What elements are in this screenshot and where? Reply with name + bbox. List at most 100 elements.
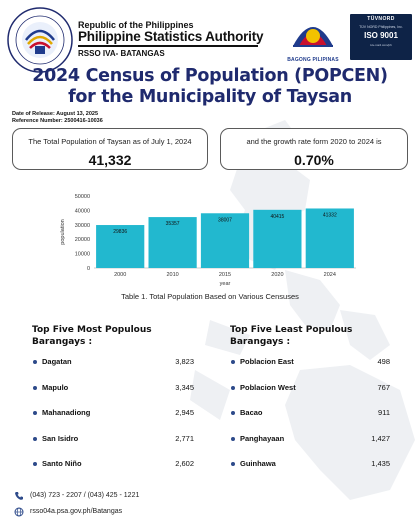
globe-icon	[14, 507, 24, 517]
agency-name: Philippine Statistics Authority	[78, 29, 264, 44]
chart-caption: Table 1. Total Population Based on Vario…	[121, 292, 299, 301]
bagong-pilipinas-label: BAGONG PILIPINAS	[287, 57, 339, 63]
agency-divider	[78, 45, 258, 47]
least-populous-row: Guinhawa 1,435	[230, 453, 390, 479]
most-populous-row: Dagatan 3,823	[32, 351, 194, 377]
population-bar-chart: 0 10000 20000 30000 40000 50000 population 2983…	[60, 194, 356, 287]
data-label: 40415	[270, 214, 284, 220]
office-label: RSSO IVA- BATANGAS	[78, 49, 165, 58]
least-populous-heading: Top Five Least Populous Barangays :	[230, 325, 353, 347]
total-population-label: The Total Population of Taysan as of Jul…	[28, 137, 192, 146]
barangay-population: 498	[377, 357, 390, 366]
barangay-population: 2,602	[175, 459, 194, 468]
bullet-icon	[33, 385, 37, 390]
x-tick-label: 2010	[166, 272, 178, 278]
release-info: Date of Release: August 13, 2025 Referen…	[12, 111, 103, 125]
barangay-name: Poblacion West	[240, 382, 296, 392]
header: Republic of the Philippines Philippine S…	[0, 0, 420, 73]
barangay-population: 2,771	[175, 433, 194, 443]
most-populous-row: Santo Niño 2,602	[32, 453, 194, 479]
total-population-value: 41,332	[88, 152, 132, 168]
most-populous-row: Mahanadiong 2,945	[32, 402, 194, 428]
barangay-name: Santo Niño	[42, 459, 82, 468]
least-populous-row: Poblacion West 767	[230, 377, 390, 403]
data-label: 41332	[323, 212, 337, 218]
least-populous-row: Panghayaan 1,427	[230, 428, 390, 454]
barangay-population: 3,345	[175, 382, 194, 392]
phone-number: (043) 723 - 2207 / (043) 425 - 1221	[30, 492, 140, 499]
reference-number: Reference Number: 2500416-10036	[12, 118, 103, 124]
page-title: 2024 Census of Population (POPCEN) for t…	[0, 66, 420, 108]
barangay-name: San Isidro	[42, 433, 79, 443]
bar	[305, 208, 354, 268]
website-row: rsso04a.psa.gov.ph/Batangas	[14, 506, 139, 522]
psa-seal-logo	[7, 7, 73, 73]
least-populous-row: Poblacion East 498	[230, 351, 390, 377]
growth-rate-value: 0.70%	[294, 152, 334, 168]
bullet-icon	[33, 411, 37, 415]
bar	[200, 213, 250, 268]
barangay-name: Mahanadiong	[42, 408, 91, 417]
population-chart: 0 10000 20000 30000 40000 50000 population 2983…	[50, 188, 370, 296]
barangay-population: 911	[378, 408, 390, 417]
barangay-name: Mapulo	[42, 382, 69, 392]
y-tick-label: 10000	[75, 252, 90, 258]
bagong-pilipinas-logo: BAGONG PILIPINAS	[282, 12, 344, 64]
iso-cert-label: ISO 9001	[364, 31, 398, 40]
least-populous-row: Bacao 911	[230, 402, 390, 428]
bagong-pilipinas-emblem	[293, 27, 333, 47]
x-axis-label: year	[220, 281, 231, 287]
y-tick-label: 40000	[75, 208, 90, 214]
bar	[148, 217, 197, 268]
most-populous-section: Top Five Most Populous Barangays : Dagat…	[32, 325, 194, 468]
most-populous-list: Dagatan 3,823 Mapulo 3,345 Mahanadiong 2,945 S…	[32, 351, 194, 479]
least-populous-section: Top Five Least Populous Barangays : Pobl…	[230, 325, 390, 468]
barangay-name: Poblacion East	[240, 357, 294, 366]
y-tick-label: 50000	[75, 194, 90, 200]
bullet-icon	[231, 436, 235, 441]
bullet-icon	[33, 360, 37, 364]
barangay-population: 1,427	[371, 433, 390, 443]
x-tick-label: 2024	[324, 272, 336, 278]
total-population-box: The Total Population of Taysan as of Jul…	[12, 128, 208, 170]
bullet-icon	[231, 385, 235, 390]
barangay-population: 2,945	[175, 408, 194, 417]
least-populous-list: Poblacion East 498 Poblacion West 767 Bacao 9…	[230, 351, 390, 479]
most-populous-row: Mapulo 3,345	[32, 377, 194, 403]
bullet-icon	[231, 360, 235, 364]
website-link[interactable]: rsso04a.psa.gov.ph/Batangas	[30, 508, 123, 515]
barangay-name: Bacao	[240, 408, 263, 417]
most-populous-heading: Top Five Most Populous Barangays :	[32, 325, 152, 347]
data-label: 38007	[218, 217, 232, 223]
iso-brand: TÜVNORD	[367, 16, 395, 22]
x-tick-label: 2000	[114, 272, 126, 278]
iso-subtitle: TÜV NORD Philippines, Inc.	[359, 25, 403, 29]
y-tick-label: 20000	[75, 237, 90, 243]
y-axis-label: population	[60, 219, 66, 244]
iso-footer: tuv-nord.com/ph	[370, 43, 392, 47]
barangay-population: 767	[377, 382, 390, 392]
data-label: 29836	[113, 229, 127, 235]
phone-icon	[15, 492, 23, 500]
bar	[96, 225, 145, 268]
agency-block: Republic of the Philippines Philippine S…	[78, 20, 264, 58]
x-tick-label: 2020	[271, 272, 283, 278]
barangay-population: 1,435	[371, 459, 390, 468]
release-date: Date of Release: August 13, 2025	[12, 111, 98, 117]
barangay-population: 3,823	[175, 357, 194, 366]
title-line-1: 2024 Census of Population (POPCEN)	[32, 66, 388, 86]
barangay-name: Guinhawa	[240, 459, 276, 468]
bullet-icon	[33, 462, 37, 466]
phone-row: (043) 723 - 2207 / (043) 425 - 1221	[14, 490, 139, 506]
growth-rate-box: and the growth rate form 2020 to 2024 is…	[220, 128, 408, 170]
x-tick-label: 2015	[219, 272, 231, 278]
y-tick-label: 0	[87, 266, 90, 272]
bullet-icon	[231, 411, 235, 415]
iso-certification-badge: TÜVNORD TÜV NORD Philippines, Inc. ISO 9…	[350, 14, 412, 60]
y-tick-label: 30000	[75, 223, 90, 229]
growth-rate-label: and the growth rate form 2020 to 2024 is	[246, 137, 382, 146]
bar	[253, 209, 302, 268]
contact-footer: (043) 723 - 2207 / (043) 425 - 1221 rsso…	[14, 490, 139, 522]
barangay-name: Dagatan	[42, 357, 72, 366]
